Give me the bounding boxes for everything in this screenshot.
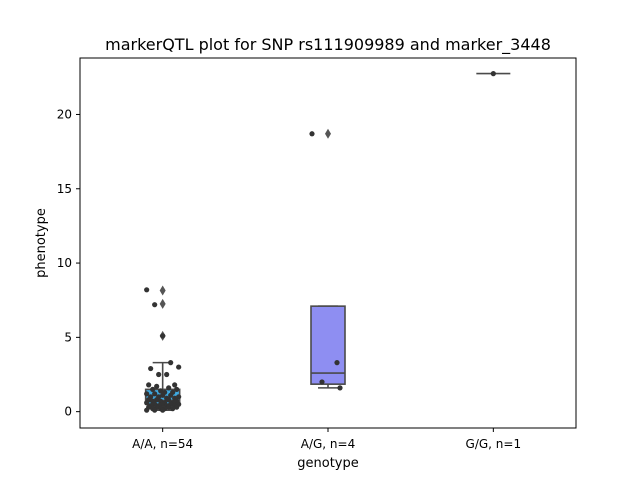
data-point bbox=[160, 407, 166, 413]
y-tick-label: 15 bbox=[57, 182, 72, 196]
data-point bbox=[172, 382, 178, 388]
data-point bbox=[152, 407, 158, 413]
data-point bbox=[166, 385, 172, 391]
data-point bbox=[334, 360, 340, 366]
outlier-marker bbox=[325, 128, 331, 139]
data-point bbox=[168, 392, 174, 398]
data-point bbox=[170, 406, 176, 412]
y-tick-label: 0 bbox=[64, 405, 72, 419]
data-point bbox=[176, 394, 182, 400]
x-axis: A/A, n=54 A/G, n=4 G/G, n=1 bbox=[132, 428, 521, 451]
y-tick-label: 10 bbox=[57, 256, 72, 270]
data-point bbox=[156, 371, 162, 378]
data-point bbox=[174, 404, 180, 410]
data-point bbox=[160, 401, 166, 407]
chart-title: markerQTL plot for SNP rs111909989 and m… bbox=[105, 35, 551, 55]
data-point bbox=[164, 371, 170, 378]
data-point bbox=[319, 379, 325, 385]
x-tick-label: A/A, n=54 bbox=[132, 437, 193, 451]
outlier-marker bbox=[159, 285, 166, 296]
data-point bbox=[168, 360, 174, 366]
data-point bbox=[154, 383, 160, 389]
data-point bbox=[146, 382, 152, 388]
data-point bbox=[154, 397, 160, 403]
data-point bbox=[176, 364, 182, 370]
y-axis: 0 5 10 15 20 bbox=[57, 107, 80, 419]
strip-points bbox=[144, 71, 496, 413]
data-point bbox=[160, 392, 166, 398]
data-point bbox=[309, 131, 315, 137]
x-axis-label: genotype bbox=[297, 456, 358, 471]
data-point bbox=[158, 388, 164, 394]
data-point bbox=[160, 333, 166, 339]
data-point bbox=[174, 386, 180, 392]
x-tick-label: G/G, n=1 bbox=[466, 437, 522, 451]
y-axis-label: phenotype bbox=[34, 208, 49, 278]
data-point bbox=[490, 71, 496, 77]
data-point bbox=[152, 302, 158, 308]
data-point bbox=[144, 400, 150, 406]
y-tick-label: 20 bbox=[57, 107, 72, 121]
data-point bbox=[166, 404, 172, 410]
data-point bbox=[337, 385, 343, 391]
data-point bbox=[144, 391, 150, 397]
data-point bbox=[166, 397, 172, 403]
x-tick-label: A/G, n=4 bbox=[301, 437, 355, 451]
data-point bbox=[152, 391, 158, 397]
data-point bbox=[148, 365, 154, 372]
data-point bbox=[150, 386, 156, 392]
data-point bbox=[144, 407, 150, 413]
outlier-marker bbox=[159, 298, 166, 309]
data-point bbox=[144, 287, 150, 293]
box-iqr bbox=[310, 305, 346, 385]
y-tick-label: 5 bbox=[64, 330, 72, 344]
box-series bbox=[144, 72, 511, 411]
